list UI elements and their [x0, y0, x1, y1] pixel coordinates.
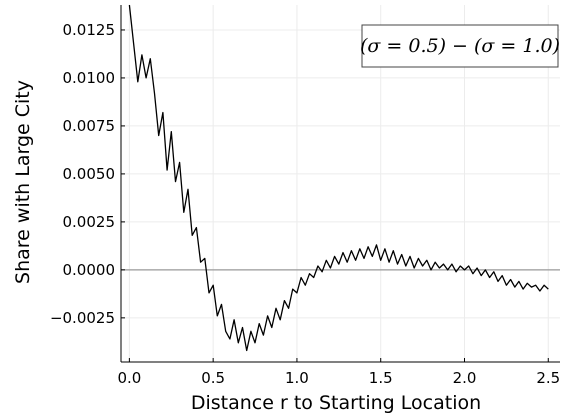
series-lines — [128, 4, 549, 352]
x-tick-label-3: 1.5 — [369, 369, 393, 387]
x-axis-title: Distance r to Starting Location — [191, 392, 481, 414]
legend-label: (σ = 0.5) − (σ = 1.0) — [360, 35, 560, 57]
y-tick-label-5: 0.0100 — [63, 69, 116, 87]
y-tick-label-4: 0.0075 — [63, 117, 116, 135]
y-tick-label-3: 0.0050 — [63, 165, 116, 183]
y-tick-label-2: 0.0025 — [63, 213, 116, 231]
y-tick-label-6: 0.0125 — [63, 21, 116, 39]
legend-box — [361, 24, 559, 68]
x-tick-label-1: 0.5 — [201, 369, 225, 387]
x-tick-label-2: 1.0 — [285, 369, 309, 387]
x-tick-label-0: 0.0 — [117, 369, 141, 387]
y-axis-ticks: −0.0025 0.0000 0.0025 0.0050 0.0075 0.0100 0.0… — [50, 21, 125, 327]
series-line-0 — [128, 4, 549, 352]
x-axis-ticks: 0.0 0.5 1.0 1.5 2.0 2.5 — [117, 358, 560, 387]
x-tick-label-4: 2.0 — [453, 369, 477, 387]
legend: (σ = 0.5) − (σ = 1.0) — [360, 24, 560, 68]
x-tick-label-5: 2.5 — [536, 369, 560, 387]
y-axis-title: Share with Large City — [12, 80, 34, 284]
axes-frame — [120, 5, 560, 363]
y-tick-label-0: −0.0025 — [50, 309, 115, 327]
y-tick-label-1: 0.0000 — [63, 261, 116, 279]
